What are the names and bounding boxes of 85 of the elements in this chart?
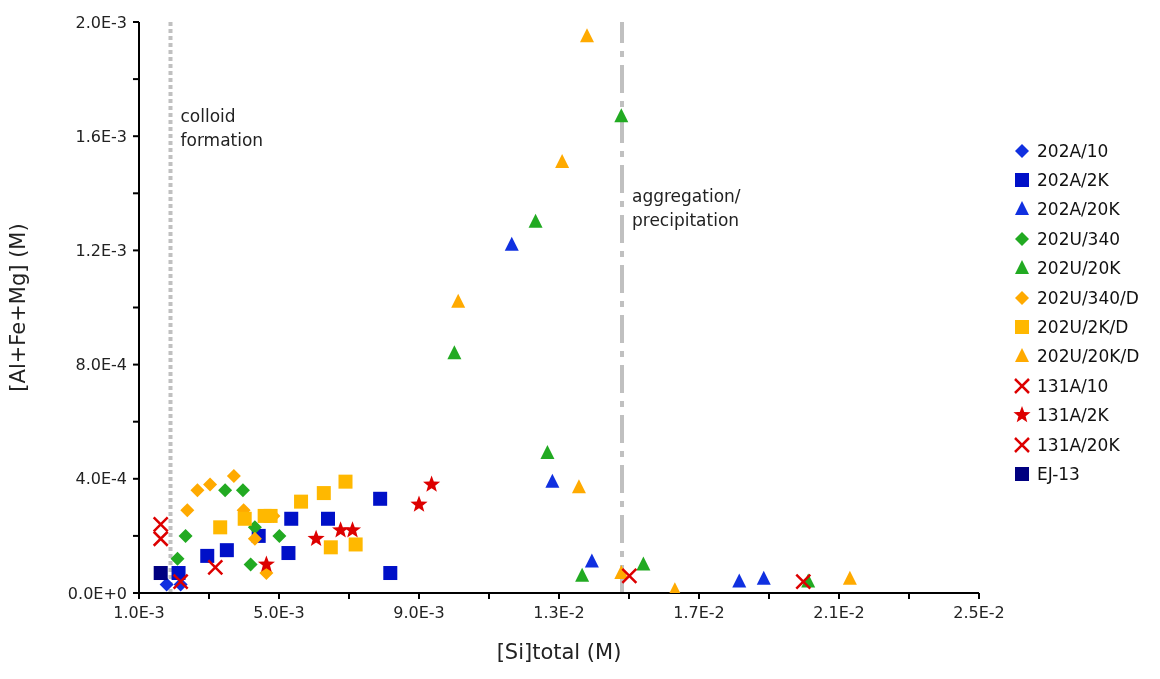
y-tick-label: 0.0E+0 bbox=[67, 583, 127, 603]
point bbox=[235, 483, 250, 498]
point bbox=[153, 566, 168, 581]
point bbox=[207, 559, 224, 576]
point bbox=[281, 546, 296, 561]
x-tick-label: 1.7E-2 bbox=[673, 603, 725, 623]
x-tick-label: 1.0E-3 bbox=[113, 603, 165, 623]
point bbox=[152, 516, 169, 533]
y-tick-label: 1.2E-3 bbox=[75, 241, 127, 261]
point bbox=[528, 213, 543, 228]
point bbox=[584, 553, 599, 568]
point bbox=[190, 483, 205, 498]
point bbox=[373, 491, 388, 506]
point bbox=[180, 503, 195, 518]
point bbox=[316, 486, 331, 501]
point bbox=[321, 511, 335, 526]
point bbox=[540, 445, 555, 460]
point bbox=[257, 555, 275, 572]
point bbox=[200, 548, 215, 563]
point bbox=[226, 468, 241, 483]
point bbox=[178, 528, 193, 543]
point bbox=[218, 483, 233, 498]
point bbox=[172, 573, 189, 590]
point bbox=[294, 494, 309, 509]
point bbox=[732, 573, 747, 588]
y-tick-label: 2.0E-3 bbox=[75, 12, 127, 32]
point bbox=[636, 556, 651, 571]
point bbox=[247, 531, 262, 546]
x-tick-label: 1.3E-2 bbox=[533, 603, 585, 623]
point bbox=[795, 573, 812, 590]
legend-label: 202A/20K bbox=[1037, 199, 1120, 220]
point bbox=[272, 528, 287, 543]
point bbox=[203, 477, 218, 492]
x-tick-label: 5.0E-3 bbox=[253, 603, 305, 623]
point bbox=[307, 529, 325, 547]
legend-label: 131A/20K bbox=[1037, 434, 1120, 455]
ref-line-label: aggregation/precipitation bbox=[632, 186, 741, 230]
point bbox=[451, 293, 466, 308]
point bbox=[756, 570, 771, 585]
ref-line-label: colloid formation bbox=[180, 106, 264, 150]
point bbox=[842, 570, 857, 585]
y-tick-label: 8.0E-4 bbox=[75, 355, 127, 375]
point bbox=[343, 521, 362, 538]
point bbox=[247, 520, 262, 535]
legend-label: 202U/2K/D bbox=[1037, 317, 1129, 338]
point bbox=[383, 566, 398, 581]
point bbox=[213, 520, 228, 535]
legend-label: 131A/2K bbox=[1037, 405, 1109, 426]
point bbox=[323, 540, 338, 555]
point bbox=[332, 521, 350, 538]
point bbox=[338, 474, 353, 489]
legend-label: 202U/340 bbox=[1037, 228, 1121, 249]
legend-label: 202U/340/D bbox=[1037, 287, 1139, 308]
y-axis-title: [Al+Fe+Mg] (M) bbox=[6, 223, 31, 392]
point bbox=[571, 479, 586, 494]
point bbox=[447, 345, 462, 360]
point bbox=[348, 537, 363, 552]
point bbox=[243, 557, 258, 572]
x-tick-label: 9.0E-3 bbox=[393, 603, 445, 623]
x-axis-title: [Si]total (M) bbox=[496, 640, 622, 664]
point bbox=[219, 543, 234, 558]
legend-label: 202A/2K bbox=[1037, 170, 1109, 191]
point bbox=[152, 530, 169, 548]
x-tick-label: 2.1E-2 bbox=[813, 603, 865, 623]
point bbox=[580, 28, 594, 43]
y-tick-label: 4.0E-4 bbox=[75, 469, 127, 489]
point bbox=[159, 577, 174, 592]
point bbox=[410, 495, 428, 512]
point bbox=[423, 475, 441, 492]
legend-label: 131A/10 bbox=[1037, 375, 1109, 396]
point bbox=[621, 567, 638, 585]
point bbox=[170, 551, 185, 566]
point bbox=[504, 236, 519, 251]
point bbox=[237, 511, 252, 526]
point bbox=[284, 511, 299, 526]
point bbox=[614, 108, 629, 123]
legend-label: 202U/20K bbox=[1037, 258, 1121, 279]
point bbox=[575, 567, 590, 582]
legend-label: 202A/10 bbox=[1037, 140, 1109, 161]
point bbox=[555, 153, 570, 168]
legend-label: EJ-13 bbox=[1037, 463, 1080, 484]
point bbox=[545, 473, 560, 488]
x-tick-label: 2.5E-2 bbox=[953, 603, 1005, 623]
legend-label: 202U/20K/D bbox=[1037, 346, 1140, 367]
y-tick-label: 1.6E-3 bbox=[75, 126, 127, 146]
